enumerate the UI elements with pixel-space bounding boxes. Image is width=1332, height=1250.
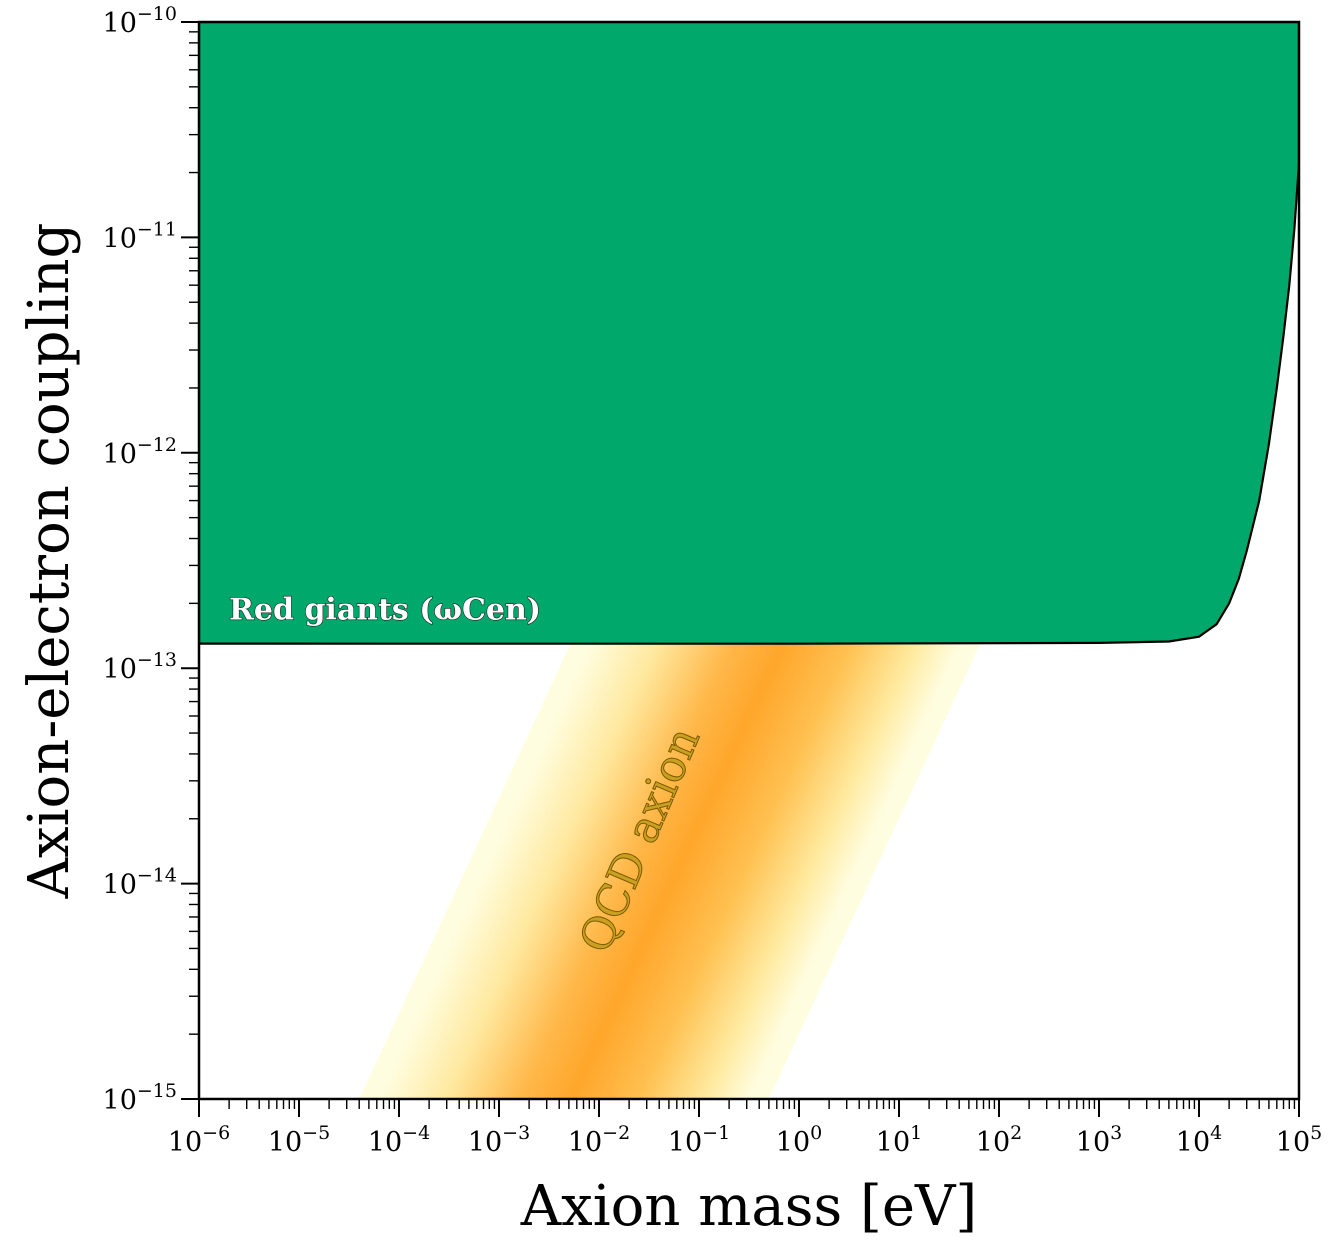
x-tick-label: 100 [776,1122,822,1158]
red-giants-region [199,22,1299,645]
y-tick-label: 10−15 [103,1080,177,1116]
qcd-axion-band [359,643,981,1099]
y-axis-ticks: 10−15 10−14 10−13 10−12 10−11 10−10 [103,3,199,1116]
x-tick-label: 103 [1076,1122,1122,1158]
x-tick-label: 10−6 [168,1122,230,1158]
x-tick-label: 10−4 [368,1122,430,1158]
x-tick-label: 104 [1176,1122,1222,1158]
y-tick-label: 10−13 [103,649,177,685]
x-tick-label: 101 [876,1122,922,1158]
x-tick-label: 10−3 [468,1122,530,1158]
y-axis-title: Axion-electron coupling [17,223,82,900]
x-tick-label: 10−1 [668,1122,730,1158]
x-tick-label: 10−5 [268,1122,330,1158]
x-tick-label: 10−2 [568,1122,630,1158]
plot-frame [197,20,1301,1101]
x-axis-ticks: 10−6 10−5 10−4 10−3 10−2 10−1 100 101 102 103 104 1… [168,1099,1322,1158]
x-tick-label: 105 [1276,1122,1322,1158]
x-tick-label: 102 [976,1122,1022,1158]
y-tick-label: 10−11 [103,218,177,254]
x-axis-title: Axion mass [eV] [520,1174,978,1239]
plot-area [199,22,1299,1099]
y-tick-label: 10−10 [103,3,177,39]
y-tick-label: 10−14 [103,865,177,901]
y-tick-label: 10−12 [103,434,177,470]
red-giants-label: Red giants (ωCen) [229,593,541,628]
